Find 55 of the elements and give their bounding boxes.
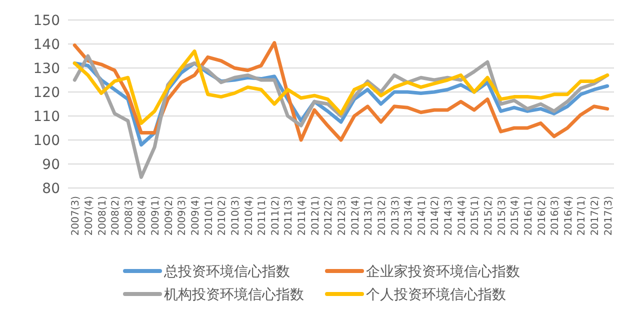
x-tick-label: 2014(3) <box>444 196 455 236</box>
y-tick-label: 130 <box>33 61 60 77</box>
x-tick-label: 2016(2) <box>536 196 548 236</box>
x-tick-label: 2009(4) <box>190 196 202 236</box>
legend-label: 企业家投资环境信心指数 <box>366 264 520 280</box>
x-tick-label: 2015(2) <box>483 196 494 236</box>
x-tick-label: 2014(4) <box>456 196 468 236</box>
y-tick-label: 80 <box>42 181 60 197</box>
y-tick-label: 110 <box>33 109 60 125</box>
y-tick-label: 150 <box>33 13 60 29</box>
x-tick-label: 2007(3) <box>70 196 82 236</box>
x-tick-label: 2011(4) <box>297 196 308 236</box>
x-tick-label: 2016(4) <box>563 196 574 236</box>
legend-label: 机构投资环境信心指数 <box>164 287 304 303</box>
x-tick-label: 2013(3) <box>390 196 402 236</box>
y-tick-label: 100 <box>33 133 60 149</box>
x-tick-label: 2008(2) <box>110 196 122 236</box>
y-tick-label: 90 <box>42 157 60 173</box>
x-tick-label: 2017(3) <box>603 196 614 236</box>
x-tick-label: 2010(2) <box>217 196 228 236</box>
x-tick-label: 2009(2) <box>164 196 175 236</box>
x-tick-label: 2015(3) <box>496 196 508 236</box>
x-tick-label: 2012(1) <box>310 196 322 236</box>
x-tick-label: 2011(2) <box>270 196 282 236</box>
x-tick-label: 2016(1) <box>523 196 534 236</box>
line-series <box>72 41 610 142</box>
legend-label: 个人投资环境信心指数 <box>366 287 506 303</box>
x-tick-label: 2010(1) <box>204 196 215 236</box>
x-tick-label: 2009(3) <box>177 196 188 236</box>
x-tick-label: 2015(1) <box>470 196 482 236</box>
x-tick-label: 2012(3) <box>337 196 348 236</box>
legend-label: 总投资环境信心指数 <box>163 264 290 280</box>
y-tick-label: 120 <box>33 85 60 101</box>
x-tick-label: 2010(4) <box>244 196 255 236</box>
x-tick-label: 2012(2) <box>324 196 335 236</box>
x-tick-label: 2017(1) <box>576 196 588 236</box>
x-tick-label: 2014(1) <box>416 196 428 236</box>
x-tick-label: 2011(1) <box>257 196 268 236</box>
x-tick-label: 2017(2) <box>590 196 602 236</box>
x-tick-label: 2011(3) <box>284 196 295 236</box>
x-tick-label: 2012(4) <box>350 196 362 236</box>
x-tick-label: 2008(1) <box>97 196 108 236</box>
line-series <box>72 49 610 125</box>
y-tick-label: 140 <box>33 37 60 53</box>
x-tick-label: 2015(4) <box>510 196 522 236</box>
x-tick-label: 2008(3) <box>124 196 135 236</box>
x-tick-label: 2013(2) <box>376 196 388 236</box>
x-tick-label: 2010(3) <box>230 196 242 236</box>
x-tick-label: 2016(3) <box>550 196 562 236</box>
x-tick-label: 2008(4) <box>137 196 148 236</box>
x-tick-label: 2009(1) <box>150 196 162 236</box>
x-tick-label: 2014(2) <box>430 196 442 236</box>
x-tick-label: 2013(4) <box>404 196 415 236</box>
x-tick-label: 2013(1) <box>364 196 375 236</box>
x-tick-label: 2007(4) <box>84 196 95 236</box>
